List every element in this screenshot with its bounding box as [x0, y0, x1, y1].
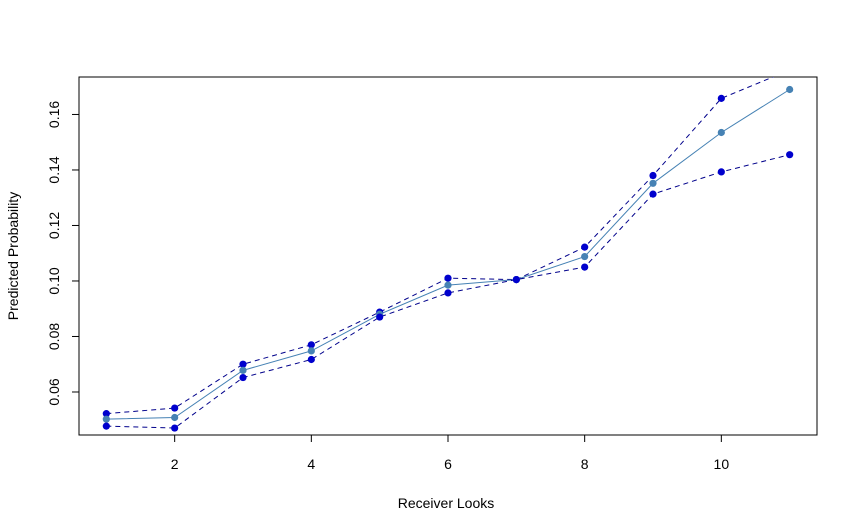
y-tick-label: 0.16	[46, 101, 62, 128]
point-lower	[307, 355, 315, 364]
point-lower	[376, 313, 384, 321]
series-layer	[102, 66, 794, 432]
point-estimate	[444, 281, 452, 289]
point-estimate	[307, 347, 315, 355]
y-axis: 0.06 0.08 0.10 0.12 0.14 0.16	[46, 101, 80, 406]
point-upper	[786, 66, 793, 73]
point-estimate	[239, 366, 247, 374]
y-axis-title: Predicted Probability	[5, 192, 21, 320]
point-lower	[171, 424, 179, 432]
y-tick-label: 0.08	[46, 323, 62, 350]
point-lower	[717, 168, 725, 176]
x-axis: 2 4 6 8 10	[171, 434, 730, 472]
point-lower	[102, 422, 110, 430]
point-upper	[649, 171, 657, 180]
x-axis-title: Receiver Looks	[398, 495, 495, 511]
point-estimate	[102, 415, 110, 423]
x-tick-label: 8	[581, 456, 589, 472]
point-lower	[444, 289, 452, 297]
x-tick-label: 2	[171, 456, 179, 472]
point-upper	[171, 404, 179, 412]
x-tick-label: 6	[444, 456, 452, 472]
x-tick-label: 4	[307, 456, 315, 472]
point-lower	[581, 263, 589, 271]
point-upper	[307, 341, 315, 349]
point-upper	[444, 274, 452, 282]
point-upper	[102, 410, 110, 418]
series-line-lower	[106, 154, 790, 429]
point-upper	[581, 243, 589, 251]
point-estimate	[171, 413, 179, 422]
y-tick-label: 0.06	[46, 378, 62, 405]
point-estimate	[581, 252, 589, 261]
y-tick-label: 0.14	[46, 156, 62, 183]
y-tick-label: 0.10	[46, 267, 62, 294]
point-estimate	[717, 128, 725, 137]
point-estimate	[786, 85, 794, 94]
point-lower	[786, 151, 794, 159]
series-line-upper	[106, 77, 775, 415]
point-upper	[717, 94, 725, 102]
series-line-estimate	[106, 89, 790, 420]
x-tick-label: 10	[714, 456, 730, 472]
point-lower	[649, 190, 657, 198]
point-upper	[239, 360, 247, 368]
point-lower	[512, 275, 520, 284]
y-tick-label: 0.12	[46, 212, 62, 239]
point-estimate	[649, 179, 657, 187]
point-lower	[239, 373, 247, 382]
plot-frame	[78, 76, 818, 436]
